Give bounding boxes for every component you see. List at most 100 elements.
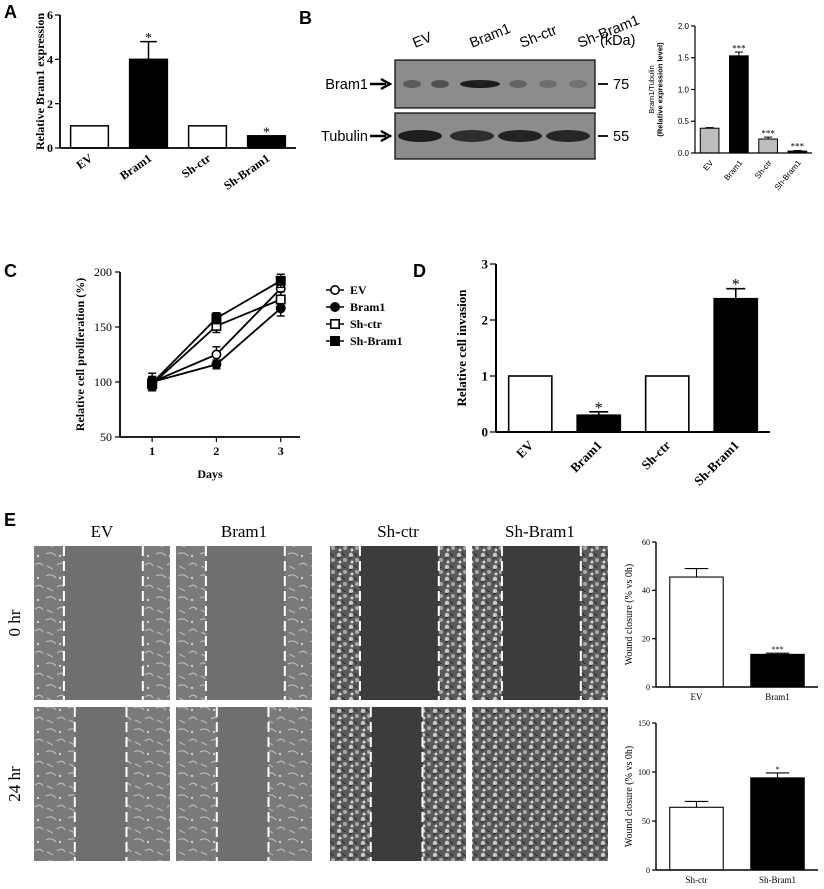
significance-label: * xyxy=(263,125,270,140)
x-tick-label: 3 xyxy=(278,444,284,458)
y-tick-label: 100 xyxy=(94,375,112,389)
panel-letter-c: C xyxy=(4,261,17,281)
wound-column-label: Sh-ctr xyxy=(377,522,419,541)
x-tick-label: Sh-Bram1 xyxy=(221,151,272,193)
significance-label: * xyxy=(732,277,740,294)
blot-band xyxy=(546,130,590,142)
marker-square-filled xyxy=(147,378,158,389)
chart-e-wound-overexpression: 0 20 40 60 EV *** Bram1 Wound closure (% vs 0h) xyxy=(624,538,818,702)
blot-band xyxy=(509,80,527,88)
y-tick-label: 0 xyxy=(646,866,650,875)
y-axis-label: Relative Bram1 expression xyxy=(33,13,47,150)
wound-gap xyxy=(370,707,423,861)
blot-band xyxy=(431,80,449,88)
significance-label: * xyxy=(145,31,152,46)
y-tick-label: 40 xyxy=(642,586,650,595)
blot-lane-label: Sh-ctr xyxy=(518,22,560,51)
x-tick-label: Sh-ctr xyxy=(686,875,708,885)
x-tick-label: Sh-Bram1 xyxy=(691,438,742,489)
significance-label: * xyxy=(776,765,780,774)
blot-arrow xyxy=(370,77,393,91)
significance-label: *** xyxy=(772,645,784,654)
bar-ev xyxy=(69,125,110,149)
y-tick-label: 4 xyxy=(47,53,53,67)
blot-band xyxy=(398,130,442,142)
y-tick-label: 0 xyxy=(47,141,53,155)
bar-bram1 xyxy=(576,414,622,433)
y-tick-label: 1.0 xyxy=(678,85,690,94)
bar-bram1 xyxy=(729,55,749,154)
x-axis-label: Days xyxy=(197,467,223,481)
wound-gap xyxy=(359,546,439,700)
bar-sh-ctr xyxy=(644,375,690,433)
bar-sh-ctr xyxy=(187,125,228,149)
series-sh-bram1 xyxy=(147,273,286,391)
series-ev xyxy=(147,279,286,392)
x-tick-label: Bram1 xyxy=(567,438,605,476)
bar-sh-ctr xyxy=(758,138,778,154)
blot-band xyxy=(539,80,557,88)
y-tick-label: 3 xyxy=(482,257,489,272)
marker-square-open xyxy=(329,318,340,329)
x-tick-label: Bram1 xyxy=(117,151,154,183)
x-tick-label: EV xyxy=(74,151,96,172)
chart-e-wound-knockdown: 0 50 100 150 Sh-ctr * Sh-Bram1 Wound closure (%… xyxy=(624,719,818,885)
blot-protein-label: Bram1 xyxy=(325,77,368,93)
x-tick-label: Sh-Bram1 xyxy=(773,158,803,192)
marker-circle-open xyxy=(211,349,222,360)
blot-band xyxy=(403,80,421,88)
chart-d-invasion: 0 1 2 3 EV * Bram1 Sh-ctr * Sh-Bram1 Relative cell… xyxy=(454,257,770,489)
bar-ev xyxy=(699,127,720,154)
y-tick-label: 2 xyxy=(482,313,489,328)
x-tick-label: Sh-ctr xyxy=(638,437,673,472)
wound-gap xyxy=(205,546,285,700)
x-tick-label: Sh-ctr xyxy=(179,151,214,181)
y-tick-label: 50 xyxy=(642,817,650,826)
bar-sh-ctr xyxy=(669,806,724,871)
x-tick-label: EV xyxy=(513,437,537,461)
x-tick-label: 1 xyxy=(149,444,155,458)
blot-band xyxy=(498,130,542,142)
y-tick-label: 100 xyxy=(638,768,650,777)
marker-square-filled xyxy=(275,275,286,286)
significance-label: * xyxy=(595,400,603,417)
panel-letter-e: E xyxy=(4,510,16,530)
legend-label: Sh-Bram1 xyxy=(350,334,403,348)
y-tick-label: 150 xyxy=(94,320,112,334)
bar-ev xyxy=(669,576,724,688)
y-axis-label: Relative cell proliferation (%) xyxy=(73,278,87,431)
marker-square-open xyxy=(275,294,286,305)
marker-square-filled xyxy=(329,335,340,346)
x-tick-label: EV xyxy=(691,692,703,702)
legend-label: Sh-ctr xyxy=(350,317,383,331)
panel-letter-b: B xyxy=(299,8,312,28)
bar-bram1 xyxy=(128,58,169,149)
wound-column-label: EV xyxy=(91,522,114,541)
blot-lane-label: EV xyxy=(411,30,435,52)
blot-band xyxy=(569,80,587,88)
legend-label: Bram1 xyxy=(350,300,385,314)
blot-band xyxy=(460,80,500,88)
marker-square-filled xyxy=(211,313,222,324)
y-axis-label: Wound closure (% vs 0h) xyxy=(624,564,635,665)
kda-marker: 55 xyxy=(613,129,629,145)
marker-circle-filled xyxy=(211,359,222,370)
wound-gap xyxy=(63,546,143,700)
y-tick-label: 0.0 xyxy=(678,149,690,158)
blot-band xyxy=(450,130,494,142)
chart-c-proliferation: 50 100 150 200 1 2 3 Days Relative cell prolifer… xyxy=(73,265,403,481)
blot-protein-label: Tubulin xyxy=(321,129,368,145)
y-tick-label: 0 xyxy=(482,425,489,440)
kda-marker: 75 xyxy=(613,77,629,93)
bar-ev xyxy=(507,375,553,433)
kda-label: (kDa) xyxy=(600,33,635,49)
y-tick-label: 1.5 xyxy=(678,54,690,63)
y-tick-label: 0 xyxy=(646,683,650,692)
y-tick-label: 20 xyxy=(642,634,650,643)
wound-image xyxy=(472,707,608,861)
bar-sh-bram1 xyxy=(750,777,805,871)
blot-arrow xyxy=(370,129,393,143)
chart-b-quantification: 0.0 0.5 1.0 1.5 2.0 EV *** Bram1 *** Sh-ctr *** Sh-… xyxy=(647,22,812,192)
marker-circle-open xyxy=(329,284,340,295)
x-tick-label: 2 xyxy=(213,444,219,458)
